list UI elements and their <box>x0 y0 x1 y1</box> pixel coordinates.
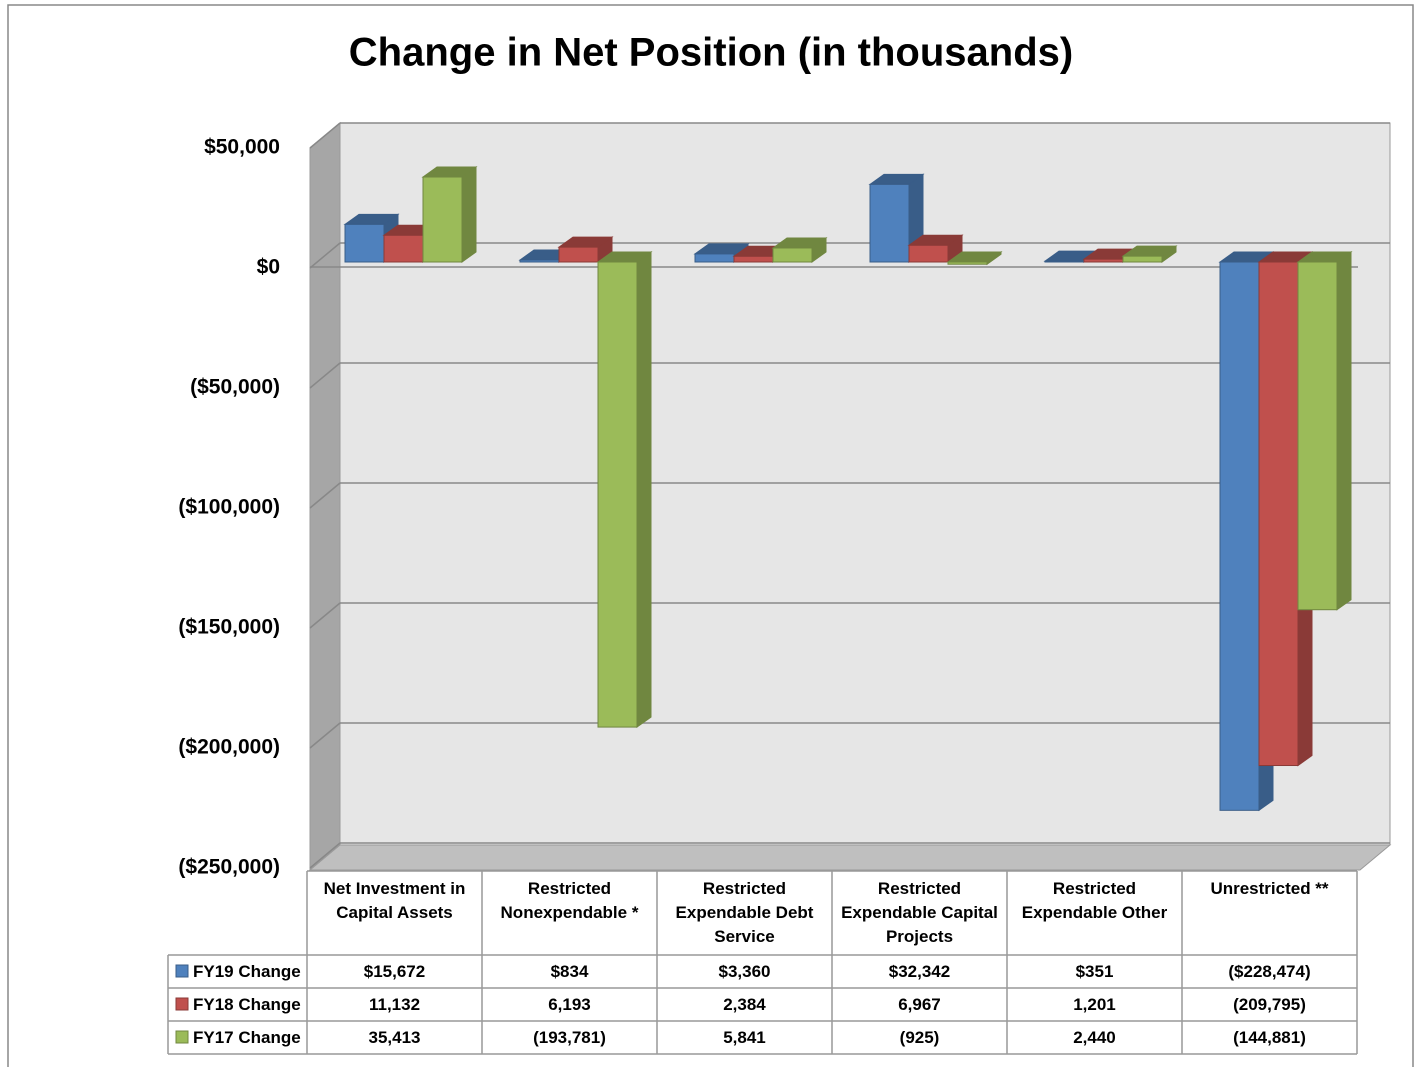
value-label: $351 <box>1076 962 1114 981</box>
floor <box>308 844 1392 871</box>
category-label-box: Restricted Expendable Debt Service <box>675 879 814 946</box>
y-tick-label: ($100,000) <box>178 496 280 519</box>
bar-front <box>597 261 638 728</box>
bar-side <box>1336 251 1352 611</box>
bar-front <box>1083 258 1124 263</box>
category-label-box: Net Investment in Capital Assets <box>323 879 466 922</box>
legend-label: FY19 Change <box>193 962 301 981</box>
category-label-box: Unrestricted ** <box>1210 879 1329 898</box>
bar-side <box>636 251 652 729</box>
y-tick-label: $50,000 <box>204 136 280 159</box>
bar <box>1121 245 1178 263</box>
category-label: Unrestricted ** <box>1210 879 1329 898</box>
bar <box>1296 251 1353 611</box>
value-label: (209,795) <box>1233 995 1306 1014</box>
legend-label: FY17 Change <box>193 1028 301 1047</box>
category-label: Restricted Expendable Debt Service <box>675 879 814 946</box>
value-label: $32,342 <box>889 962 950 981</box>
y-tick-label: $0 <box>257 256 280 279</box>
value-label: (144,881) <box>1233 1028 1306 1047</box>
value-label: 2,384 <box>723 995 766 1014</box>
bar <box>557 236 614 263</box>
legend-swatch <box>175 964 189 978</box>
grid-line-side <box>309 602 341 629</box>
value-label: 2,440 <box>1073 1028 1116 1047</box>
bar <box>946 251 1003 266</box>
bar <box>907 234 964 263</box>
bar-front <box>422 176 463 263</box>
grid-line-side <box>309 122 341 149</box>
category-label: Restricted Expendable Capital Projects <box>841 879 998 946</box>
bar-front <box>1044 260 1085 263</box>
value-label: 5,841 <box>723 1028 766 1047</box>
bar-front <box>344 223 385 263</box>
bar-front <box>1297 261 1338 611</box>
bar <box>596 251 653 729</box>
bar-front <box>1219 261 1260 811</box>
category-label: Restricted Expendable Other <box>1021 879 1168 922</box>
legend-label: FY18 Change <box>193 995 301 1014</box>
bar-front <box>908 244 949 263</box>
value-label: (193,781) <box>533 1028 606 1047</box>
category-label-box: Restricted Expendable Other <box>1021 879 1168 922</box>
grid-line-side <box>309 242 341 269</box>
bar <box>868 173 925 263</box>
grid-line-side <box>309 842 341 869</box>
bar-front <box>733 255 774 263</box>
value-label: 35,413 <box>369 1028 421 1047</box>
bar-front <box>1122 255 1163 263</box>
value-label: ($228,474) <box>1228 962 1310 981</box>
bar-front <box>1258 261 1299 767</box>
grid-line-side <box>309 482 341 509</box>
grid-line-side <box>309 362 341 389</box>
value-label: $3,360 <box>719 962 771 981</box>
value-label: 6,193 <box>548 995 591 1014</box>
bar <box>421 166 478 263</box>
bar-front <box>383 234 424 263</box>
legend-swatch <box>175 997 189 1011</box>
y-tick-label: ($50,000) <box>190 376 280 399</box>
value-label: 11,132 <box>369 995 420 1014</box>
value-label: 6,967 <box>898 995 941 1014</box>
bar-front <box>947 261 988 265</box>
y-tick-label: ($200,000) <box>178 736 280 759</box>
bar-front <box>558 246 599 263</box>
bar <box>771 237 828 263</box>
category-label-box: Restricted Expendable Capital Projects <box>841 879 998 946</box>
value-label: (925) <box>900 1028 940 1047</box>
value-label: 1,201 <box>1073 995 1116 1014</box>
side-wall <box>309 121 341 872</box>
grid-line-side <box>309 722 341 749</box>
bar-front <box>694 253 735 263</box>
category-label: Net Investment in Capital Assets <box>323 879 466 922</box>
bar-front <box>869 183 910 263</box>
y-tick-label: ($150,000) <box>178 616 280 639</box>
y-tick-label: ($250,000) <box>178 856 280 879</box>
value-label: $834 <box>551 962 589 981</box>
legend-swatch <box>175 1030 189 1044</box>
category-label: Restricted Nonexpendable * <box>500 879 639 922</box>
bar-front <box>772 247 813 263</box>
bar-side <box>461 166 477 263</box>
chart-title: Change in Net Position (in thousands) <box>349 31 1073 75</box>
value-label: $15,672 <box>364 962 425 981</box>
category-label-box: Restricted Nonexpendable * <box>500 879 639 922</box>
bar-front <box>519 259 560 263</box>
